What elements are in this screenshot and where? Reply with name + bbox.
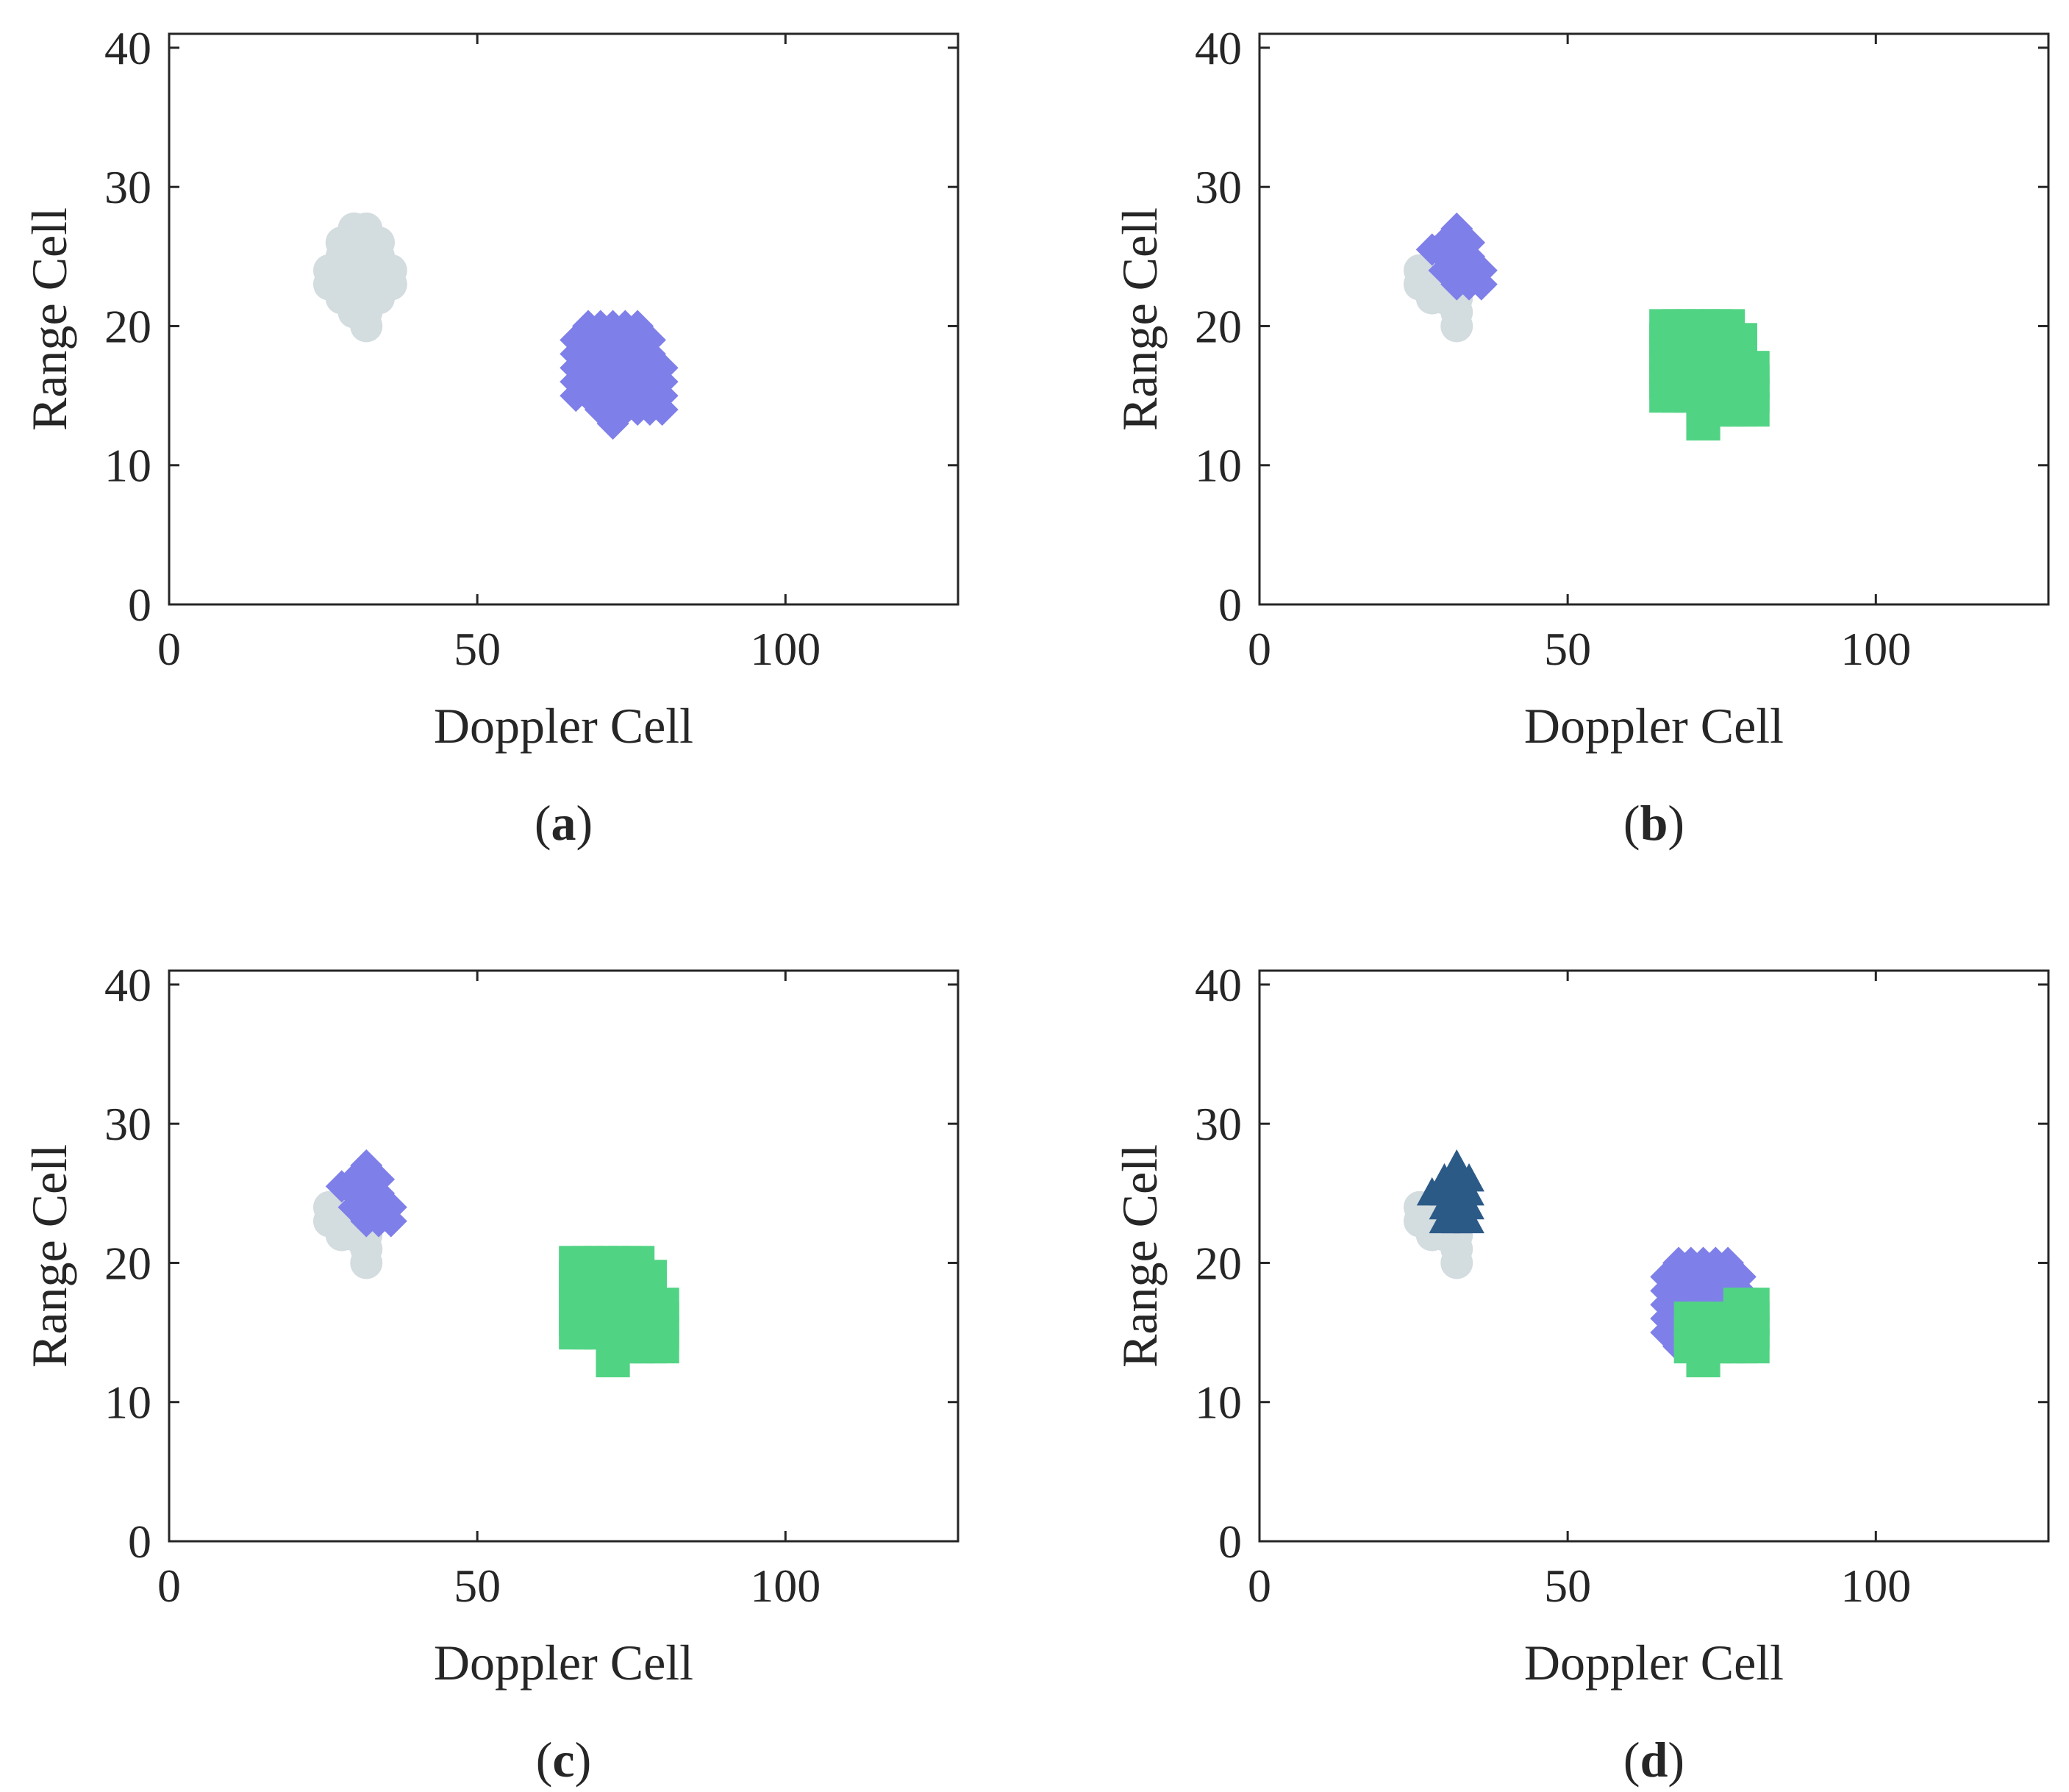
y-tick-label: 40 [104, 22, 151, 74]
caption-paren-close: ) [575, 1732, 592, 1788]
x-axis-label: Doppler Cell [434, 698, 693, 754]
axes-box [168, 32, 960, 606]
series-cluster-3 [559, 1246, 679, 1378]
panel-a: 0 50 100 0 10 20 30 40 Doppler Cell Range Cell (a) [21, 22, 960, 851]
y-tick-label: 20 [104, 300, 151, 352]
y-tick-label: 20 [1195, 300, 1242, 352]
marker-diamond [374, 1204, 407, 1238]
caption-paren-open: ( [1623, 1732, 1640, 1788]
caption-paren-open: ( [1623, 795, 1640, 851]
marker-diamond [646, 393, 679, 426]
panel-caption: (d) [1623, 1732, 1684, 1788]
x-tick-label: 50 [1544, 623, 1591, 675]
marker-square [1735, 1288, 1770, 1322]
y-tick-label: 30 [1195, 161, 1242, 213]
x-tick-label: 0 [157, 1560, 181, 1612]
x-tick-label: 50 [454, 623, 501, 675]
y-tick-label: 10 [104, 440, 151, 492]
marker-square [1735, 392, 1770, 427]
marker-square [1735, 1329, 1770, 1364]
caption-paren-close: ) [576, 795, 593, 851]
x-tick-label: 100 [750, 1560, 821, 1612]
marker-square [596, 1343, 630, 1378]
caption-letter: c [552, 1732, 574, 1788]
panel-b: 0 50 100 0 10 20 30 40 Doppler Cell Range Cell (b) [1112, 22, 2050, 851]
series-cluster-3 [1649, 309, 1770, 441]
y-tick-label: 30 [104, 1098, 151, 1150]
x-tick-label: 100 [750, 623, 821, 675]
marker-triangle [1454, 1204, 1484, 1234]
x-axis-label: Doppler Cell [1524, 698, 1784, 754]
y-tick-label: 0 [1218, 1516, 1242, 1568]
panel-caption: (c) [536, 1732, 592, 1788]
marker-circle [1440, 310, 1473, 343]
y-tick-label: 40 [1195, 22, 1242, 74]
y-tick-label: 10 [104, 1377, 151, 1429]
x-tick-label: 50 [454, 1560, 501, 1612]
x-tick-label: 100 [1840, 623, 1911, 675]
x-tick-label: 0 [157, 623, 181, 675]
caption-paren-close: ) [1668, 1732, 1684, 1788]
marker-circle [1440, 1246, 1473, 1279]
axes-box [1258, 969, 2050, 1543]
series-cluster-2 [560, 310, 679, 440]
x-tick-label: 50 [1544, 1560, 1591, 1612]
x-axis-label: Doppler Cell [434, 1635, 693, 1691]
marker-diamond [1465, 268, 1498, 301]
x-axis-label: Doppler Cell [1524, 1635, 1784, 1691]
marker-diamond [596, 407, 629, 440]
y-tick-label: 0 [128, 579, 151, 631]
marker-square [1686, 406, 1720, 441]
y-axis-label: Range Cell [1112, 1144, 1168, 1368]
caption-letter: d [1640, 1732, 1668, 1788]
y-tick-label: 20 [104, 1237, 151, 1289]
series-cluster-3 [1673, 1288, 1770, 1378]
y-tick-label: 30 [104, 161, 151, 213]
series-cluster-1 [312, 212, 407, 343]
marker-square [645, 1329, 679, 1364]
y-tick-label: 40 [1195, 959, 1242, 1011]
panel-caption: (b) [1623, 795, 1684, 851]
y-axis-label: Range Cell [21, 207, 77, 431]
x-tick-label: 0 [1248, 623, 1271, 675]
y-tick-label: 30 [1195, 1098, 1242, 1150]
axes-box [1258, 32, 2050, 606]
panel-c: 0 50 100 0 10 20 30 40 Doppler Cell Range Cell (c) [21, 959, 960, 1788]
series-cluster-2 [325, 1149, 407, 1238]
caption-letter: b [1640, 795, 1668, 851]
caption-paren-open: ( [536, 1732, 553, 1788]
y-tick-label: 40 [104, 959, 151, 1011]
y-tick-label: 10 [1195, 440, 1242, 492]
series-cluster-4 [1416, 1149, 1484, 1234]
y-axis-label: Range Cell [1112, 207, 1168, 431]
marker-circle [350, 1246, 383, 1279]
x-tick-label: 0 [1248, 1560, 1271, 1612]
y-tick-label: 0 [1218, 579, 1242, 631]
caption-paren-open: ( [535, 795, 551, 851]
marker-square [1686, 1343, 1720, 1378]
y-tick-label: 10 [1195, 1377, 1242, 1429]
y-tick-label: 20 [1195, 1237, 1242, 1289]
marker-circle [350, 310, 383, 343]
series-cluster-2 [1415, 212, 1498, 301]
caption-paren-close: ) [1668, 795, 1684, 851]
caption-letter: a [551, 795, 576, 851]
axes-box [168, 969, 960, 1543]
y-tick-label: 0 [128, 1516, 151, 1568]
panel-caption: (a) [535, 795, 593, 851]
x-tick-label: 100 [1840, 1560, 1911, 1612]
panel-d: 0 50 100 0 10 20 30 40 Doppler Cell Range Cell (d) [1112, 959, 2050, 1788]
y-axis-label: Range Cell [21, 1144, 77, 1368]
